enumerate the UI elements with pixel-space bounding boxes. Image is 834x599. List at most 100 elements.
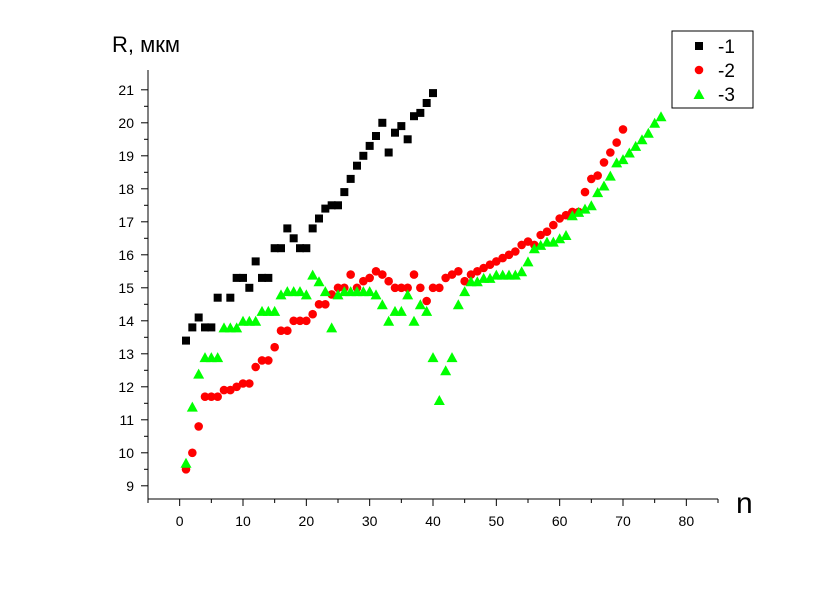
series-3-point <box>560 230 572 240</box>
series-2-point <box>409 270 419 279</box>
series-1-point <box>397 122 406 131</box>
series-3-point <box>250 315 262 326</box>
series-2-point <box>517 240 526 250</box>
series-2-point <box>561 210 571 220</box>
series-3-point <box>440 365 452 376</box>
series-1-point <box>213 293 222 302</box>
series-2-point <box>599 158 609 167</box>
series-2-point <box>371 267 381 276</box>
series-3-point <box>212 352 224 363</box>
series-1-point <box>232 273 241 282</box>
series-2-point <box>504 250 514 260</box>
series-1-point <box>353 161 361 170</box>
series-3-point <box>471 276 483 287</box>
series-2-point <box>321 300 330 309</box>
series-3-point <box>642 127 654 138</box>
series-1-point <box>429 89 437 98</box>
series-1-point <box>315 214 323 223</box>
series-3-point <box>573 206 585 217</box>
series-1-point <box>391 128 399 137</box>
series-3-point <box>319 286 331 297</box>
series-2-point <box>593 171 602 180</box>
series-1-point <box>340 188 349 197</box>
series-1-point <box>258 273 266 282</box>
x-tick-label: 50 <box>489 513 505 529</box>
series-2-point <box>378 270 387 279</box>
series-2-point <box>492 257 501 266</box>
y-tick-label: 16 <box>118 247 134 263</box>
series-2-point <box>435 283 444 293</box>
series-1-point <box>403 135 412 144</box>
series-2-point <box>498 253 507 263</box>
series-1-point <box>270 244 279 253</box>
series-1-point <box>251 257 260 266</box>
series-3-point <box>402 289 414 300</box>
series-2-point <box>618 125 628 134</box>
series-3-point <box>395 305 407 316</box>
series-2-point <box>245 379 254 388</box>
series-3-point <box>528 243 540 254</box>
series-2-point <box>536 230 545 240</box>
legend-label-3: -3 <box>718 85 735 106</box>
x-tick-label: 70 <box>615 513 631 529</box>
y-tick-label: 20 <box>118 115 134 131</box>
series-1-point <box>277 244 285 253</box>
series-2-point <box>555 214 564 223</box>
series-3-point <box>547 236 559 247</box>
series-1-point <box>182 336 190 345</box>
series-3-point <box>585 200 597 211</box>
series-2-point <box>580 187 590 197</box>
series-1-point <box>201 323 209 332</box>
series-3-point <box>231 322 243 333</box>
series-1-point <box>289 234 298 243</box>
series-3-point <box>522 256 534 267</box>
series-2-point <box>194 422 203 431</box>
series-2-point <box>606 148 615 157</box>
series-1-point <box>308 224 317 233</box>
series-3-point <box>427 352 439 363</box>
series-3-point <box>269 305 281 316</box>
series-1-point <box>422 99 431 107</box>
series-3-point <box>180 457 192 468</box>
series-3-point <box>452 299 464 310</box>
series-3-point <box>604 170 616 181</box>
series-3-point <box>294 286 306 297</box>
series-3-point <box>326 322 338 333</box>
series-1-point <box>372 132 380 140</box>
series-2-point <box>270 342 279 352</box>
series-3-point <box>300 289 312 300</box>
series-1-point <box>346 174 355 183</box>
series-1-point <box>207 323 216 332</box>
y-tick-label: 17 <box>118 214 134 230</box>
series-2-point <box>447 270 457 279</box>
series-2-point <box>523 237 533 246</box>
series-2-point <box>454 267 463 276</box>
series-2-point <box>346 270 355 279</box>
y-tick-label: 21 <box>118 82 134 98</box>
series-3-point <box>193 368 205 379</box>
series-2-point <box>549 220 558 230</box>
series-2-point <box>473 267 482 276</box>
y-tick-label: 14 <box>118 313 134 329</box>
series-3-point <box>636 134 648 145</box>
series-2-point <box>283 326 292 336</box>
series-3-point <box>364 286 376 297</box>
series-2-point <box>213 392 222 402</box>
series-2-point <box>384 276 393 286</box>
legend-marker-3 <box>693 89 705 99</box>
series-3-point <box>484 272 496 283</box>
series-2-point <box>200 392 210 402</box>
series-3-point <box>408 315 420 326</box>
series-3-point <box>535 239 547 250</box>
series-1-point <box>410 112 418 121</box>
x-tick-label: 0 <box>176 513 184 529</box>
series-2-point <box>422 296 431 306</box>
series-1 <box>182 89 437 345</box>
series-2-point <box>612 138 621 147</box>
series-3-point <box>186 401 198 412</box>
series-1-point <box>239 273 247 282</box>
series-3-point <box>655 111 667 122</box>
series-2-point <box>264 356 273 365</box>
series-2-point <box>485 260 495 270</box>
